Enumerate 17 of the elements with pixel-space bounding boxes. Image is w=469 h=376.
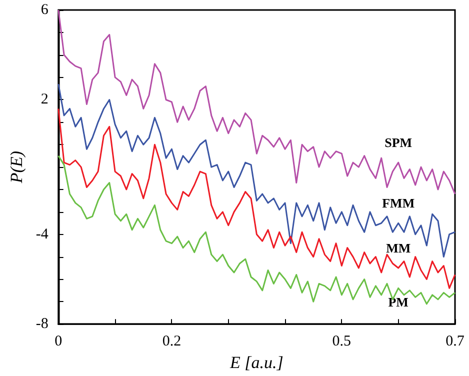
y-tick-label: 2 (40, 92, 48, 108)
series-label: PM (388, 294, 408, 310)
line-series (58, 9, 456, 195)
line-series (58, 83, 456, 258)
y-tick-label: -4 (36, 226, 49, 242)
x-tick-label: 0.2 (162, 334, 182, 350)
x-tick-label: 0 (54, 334, 62, 350)
y-tick-label: 6 (40, 2, 49, 18)
series-label: FMM (382, 196, 415, 211)
line-series (58, 108, 456, 289)
x-axis-title: E [a.u.] (229, 353, 284, 372)
x-tick-label: 0.5 (332, 334, 352, 350)
series-label: SPM (384, 135, 412, 150)
x-tick-label: 0.7 (446, 334, 465, 350)
series-label: MM (386, 240, 411, 256)
y-axis-title: P(E) (7, 150, 26, 184)
y-tick-label: -8 (36, 316, 48, 332)
